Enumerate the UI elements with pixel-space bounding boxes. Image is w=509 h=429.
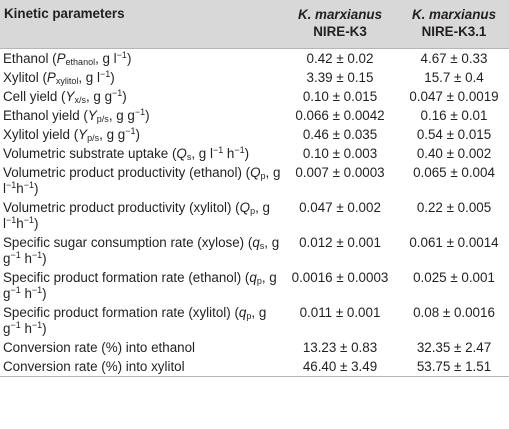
row-value-k31: 0.065 ± 0.004 — [413, 165, 495, 180]
row-value-k31: 0.025 ± 0.001 — [413, 270, 495, 285]
table-row: Specific product formation rate (ethanol… — [0, 268, 509, 303]
row-value-k3: 0.42 ± 0.02 — [306, 51, 374, 66]
header-col-k31-strain: NIRE-K3.1 — [421, 24, 487, 39]
row-value-k3: 0.0016 ± 0.0003 — [291, 270, 389, 285]
row-value-k3: 0.10 ± 0.015 — [302, 89, 378, 104]
row-label: Specific product formation rate (xylitol… — [3, 305, 267, 336]
row-label: Cell yield (Yx/s, g g−1) — [3, 88, 127, 105]
table-row: Volumetric product productivity (ethanol… — [0, 163, 509, 198]
row-value-k31: 4.67 ± 0.33 — [420, 51, 488, 66]
row-label: Volumetric product productivity (ethanol… — [3, 165, 281, 196]
header-param: Kinetic parameters — [4, 6, 125, 21]
row-value-k3: 0.46 ± 0.035 — [302, 127, 378, 142]
table-row: Xylitol yield (Yp/s, g g−1) 0.46 ± 0.035… — [0, 125, 509, 144]
row-value-k3: 13.23 ± 0.83 — [302, 340, 378, 355]
row-label: Xylitol yield (Yp/s, g g−1) — [3, 126, 140, 143]
row-label: Conversion rate (%) into ethanol — [3, 340, 196, 355]
row-value-k31: 0.54 ± 0.015 — [416, 127, 492, 142]
row-label: Xylitol (Pxylitol, g l−1) — [3, 69, 115, 86]
header-col-k31-species: K. marxianus — [411, 7, 497, 22]
table-row: Conversion rate (%) into ethanol 13.23 ±… — [0, 338, 509, 357]
row-value-k31: 0.08 ± 0.0016 — [413, 305, 495, 320]
header-col-k3-species: K. marxianus — [297, 7, 383, 22]
row-label: Ethanol yield (Yp/s, g g−1) — [3, 107, 150, 124]
header-col-k3-strain: NIRE-K3 — [313, 24, 367, 39]
table-row: Specific sugar consumption rate (xylose)… — [0, 233, 509, 268]
row-value-k3: 46.40 ± 3.49 — [302, 359, 378, 374]
table-row: Specific product formation rate (xylitol… — [0, 303, 509, 338]
row-label: Conversion rate (%) into xylitol — [3, 359, 185, 374]
row-value-k31: 0.16 ± 0.01 — [420, 108, 488, 123]
row-label: Volumetric substrate uptake (Qs, g l−1 h… — [3, 145, 250, 162]
row-value-k3: 0.066 ± 0.0042 — [295, 108, 385, 123]
table-row: Volumetric substrate uptake (Qs, g l−1 h… — [0, 144, 509, 163]
row-value-k31: 53.75 ± 1.51 — [416, 359, 492, 374]
kinetic-parameters-table: Kinetic parameters K. marxianus NIRE-K3 … — [0, 0, 509, 377]
row-value-k31: 15.7 ± 0.4 — [424, 70, 484, 85]
table-header: Kinetic parameters K. marxianus NIRE-K3 … — [0, 0, 509, 49]
row-value-k3: 0.012 ± 0.001 — [299, 235, 381, 250]
row-value-k3: 0.007 ± 0.0003 — [295, 165, 385, 180]
row-label: Specific sugar consumption rate (xylose)… — [3, 235, 280, 266]
row-value-k3: 0.047 ± 0.002 — [299, 200, 381, 215]
table-row: Conversion rate (%) into xylitol 46.40 ±… — [0, 357, 509, 377]
row-label: Specific product formation rate (ethanol… — [3, 270, 277, 301]
header-col-k3: K. marxianus NIRE-K3 — [281, 0, 399, 48]
row-label: Ethanol (Pethanol, g l−1) — [3, 50, 132, 67]
table-row: Ethanol yield (Yp/s, g g−1) 0.066 ± 0.00… — [0, 106, 509, 125]
row-value-k31: 0.22 ± 0.005 — [416, 200, 492, 215]
row-value-k3: 0.011 ± 0.001 — [299, 305, 381, 320]
table-row: Xylitol (Pxylitol, g l−1) 3.39 ± 0.15 15… — [0, 68, 509, 87]
row-value-k3: 3.39 ± 0.15 — [306, 70, 374, 85]
row-value-k31: 32.35 ± 2.47 — [416, 340, 492, 355]
row-value-k3: 0.10 ± 0.003 — [302, 146, 378, 161]
table-row: Volumetric product productivity (xylitol… — [0, 198, 509, 233]
row-label: Volumetric product productivity (xylitol… — [3, 200, 270, 231]
row-value-k31: 0.40 ± 0.002 — [416, 146, 492, 161]
table-row: Ethanol (Pethanol, g l−1) 0.42 ± 0.02 4.… — [0, 49, 509, 68]
header-col-k31: K. marxianus NIRE-K3.1 — [399, 0, 509, 48]
row-value-k31: 0.061 ± 0.0014 — [409, 235, 499, 250]
table-row: Cell yield (Yx/s, g g−1) 0.10 ± 0.015 0.… — [0, 87, 509, 106]
row-value-k31: 0.047 ± 0.0019 — [409, 89, 499, 104]
